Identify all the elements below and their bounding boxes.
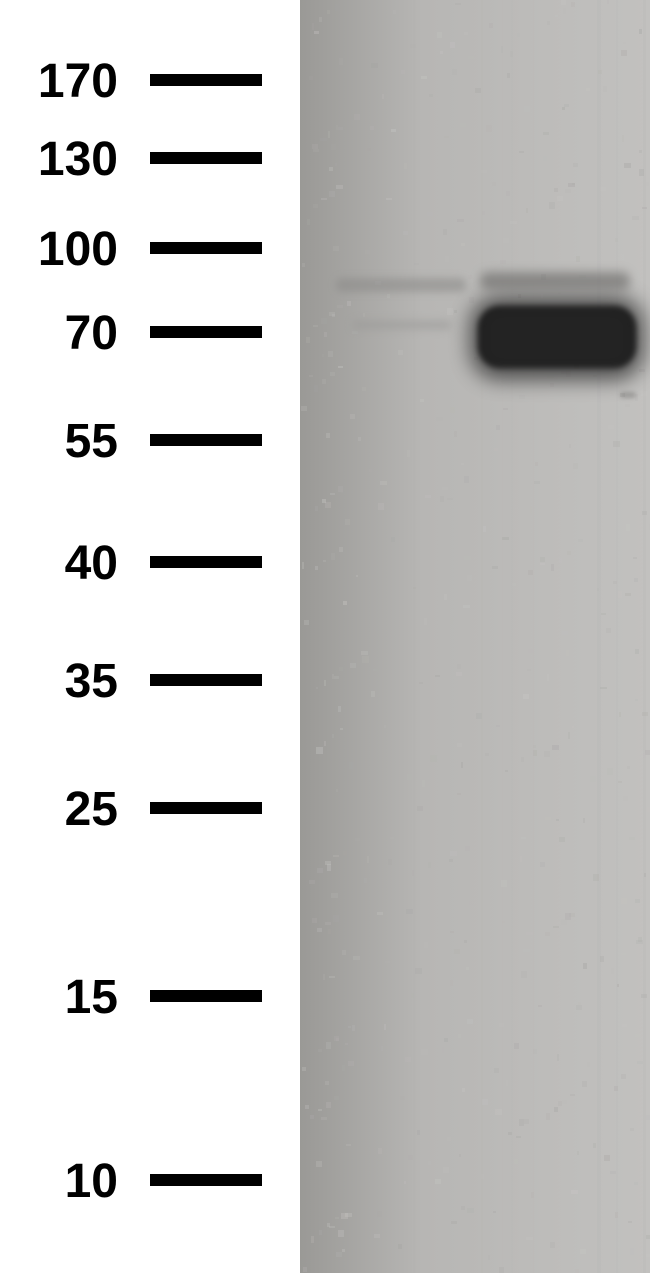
small-speck	[620, 392, 636, 398]
ladder-label: 55	[65, 414, 118, 469]
ladder-tick	[150, 74, 262, 86]
ladder-tick	[150, 556, 262, 568]
western-blot-figure: 170 130 100 70 55 40 35 25 15 10	[0, 0, 650, 1273]
blot-panel	[300, 0, 650, 1273]
ladder-label: 40	[65, 536, 118, 591]
ladder-tick	[150, 1174, 262, 1186]
faint-band-left-lower	[352, 320, 452, 330]
ladder-label: 35	[65, 654, 118, 709]
ladder-label: 10	[65, 1154, 118, 1209]
ladder-tick	[150, 802, 262, 814]
ladder-label: 25	[65, 782, 118, 837]
main-band-right-soft	[470, 296, 644, 380]
ladder-tick	[150, 152, 262, 164]
ladder-tick	[150, 990, 262, 1002]
ladder-label: 170	[38, 54, 118, 109]
ladder-tick	[150, 242, 262, 254]
ladder-label: 100	[38, 222, 118, 277]
ladder-tick	[150, 326, 262, 338]
faint-band-left	[336, 278, 466, 292]
ladder-label: 130	[38, 132, 118, 187]
ladder-tick	[150, 434, 262, 446]
faint-upper-right	[480, 272, 630, 290]
ladder-label: 15	[65, 970, 118, 1025]
ladder-label: 70	[65, 306, 118, 361]
ladder-tick	[150, 674, 262, 686]
